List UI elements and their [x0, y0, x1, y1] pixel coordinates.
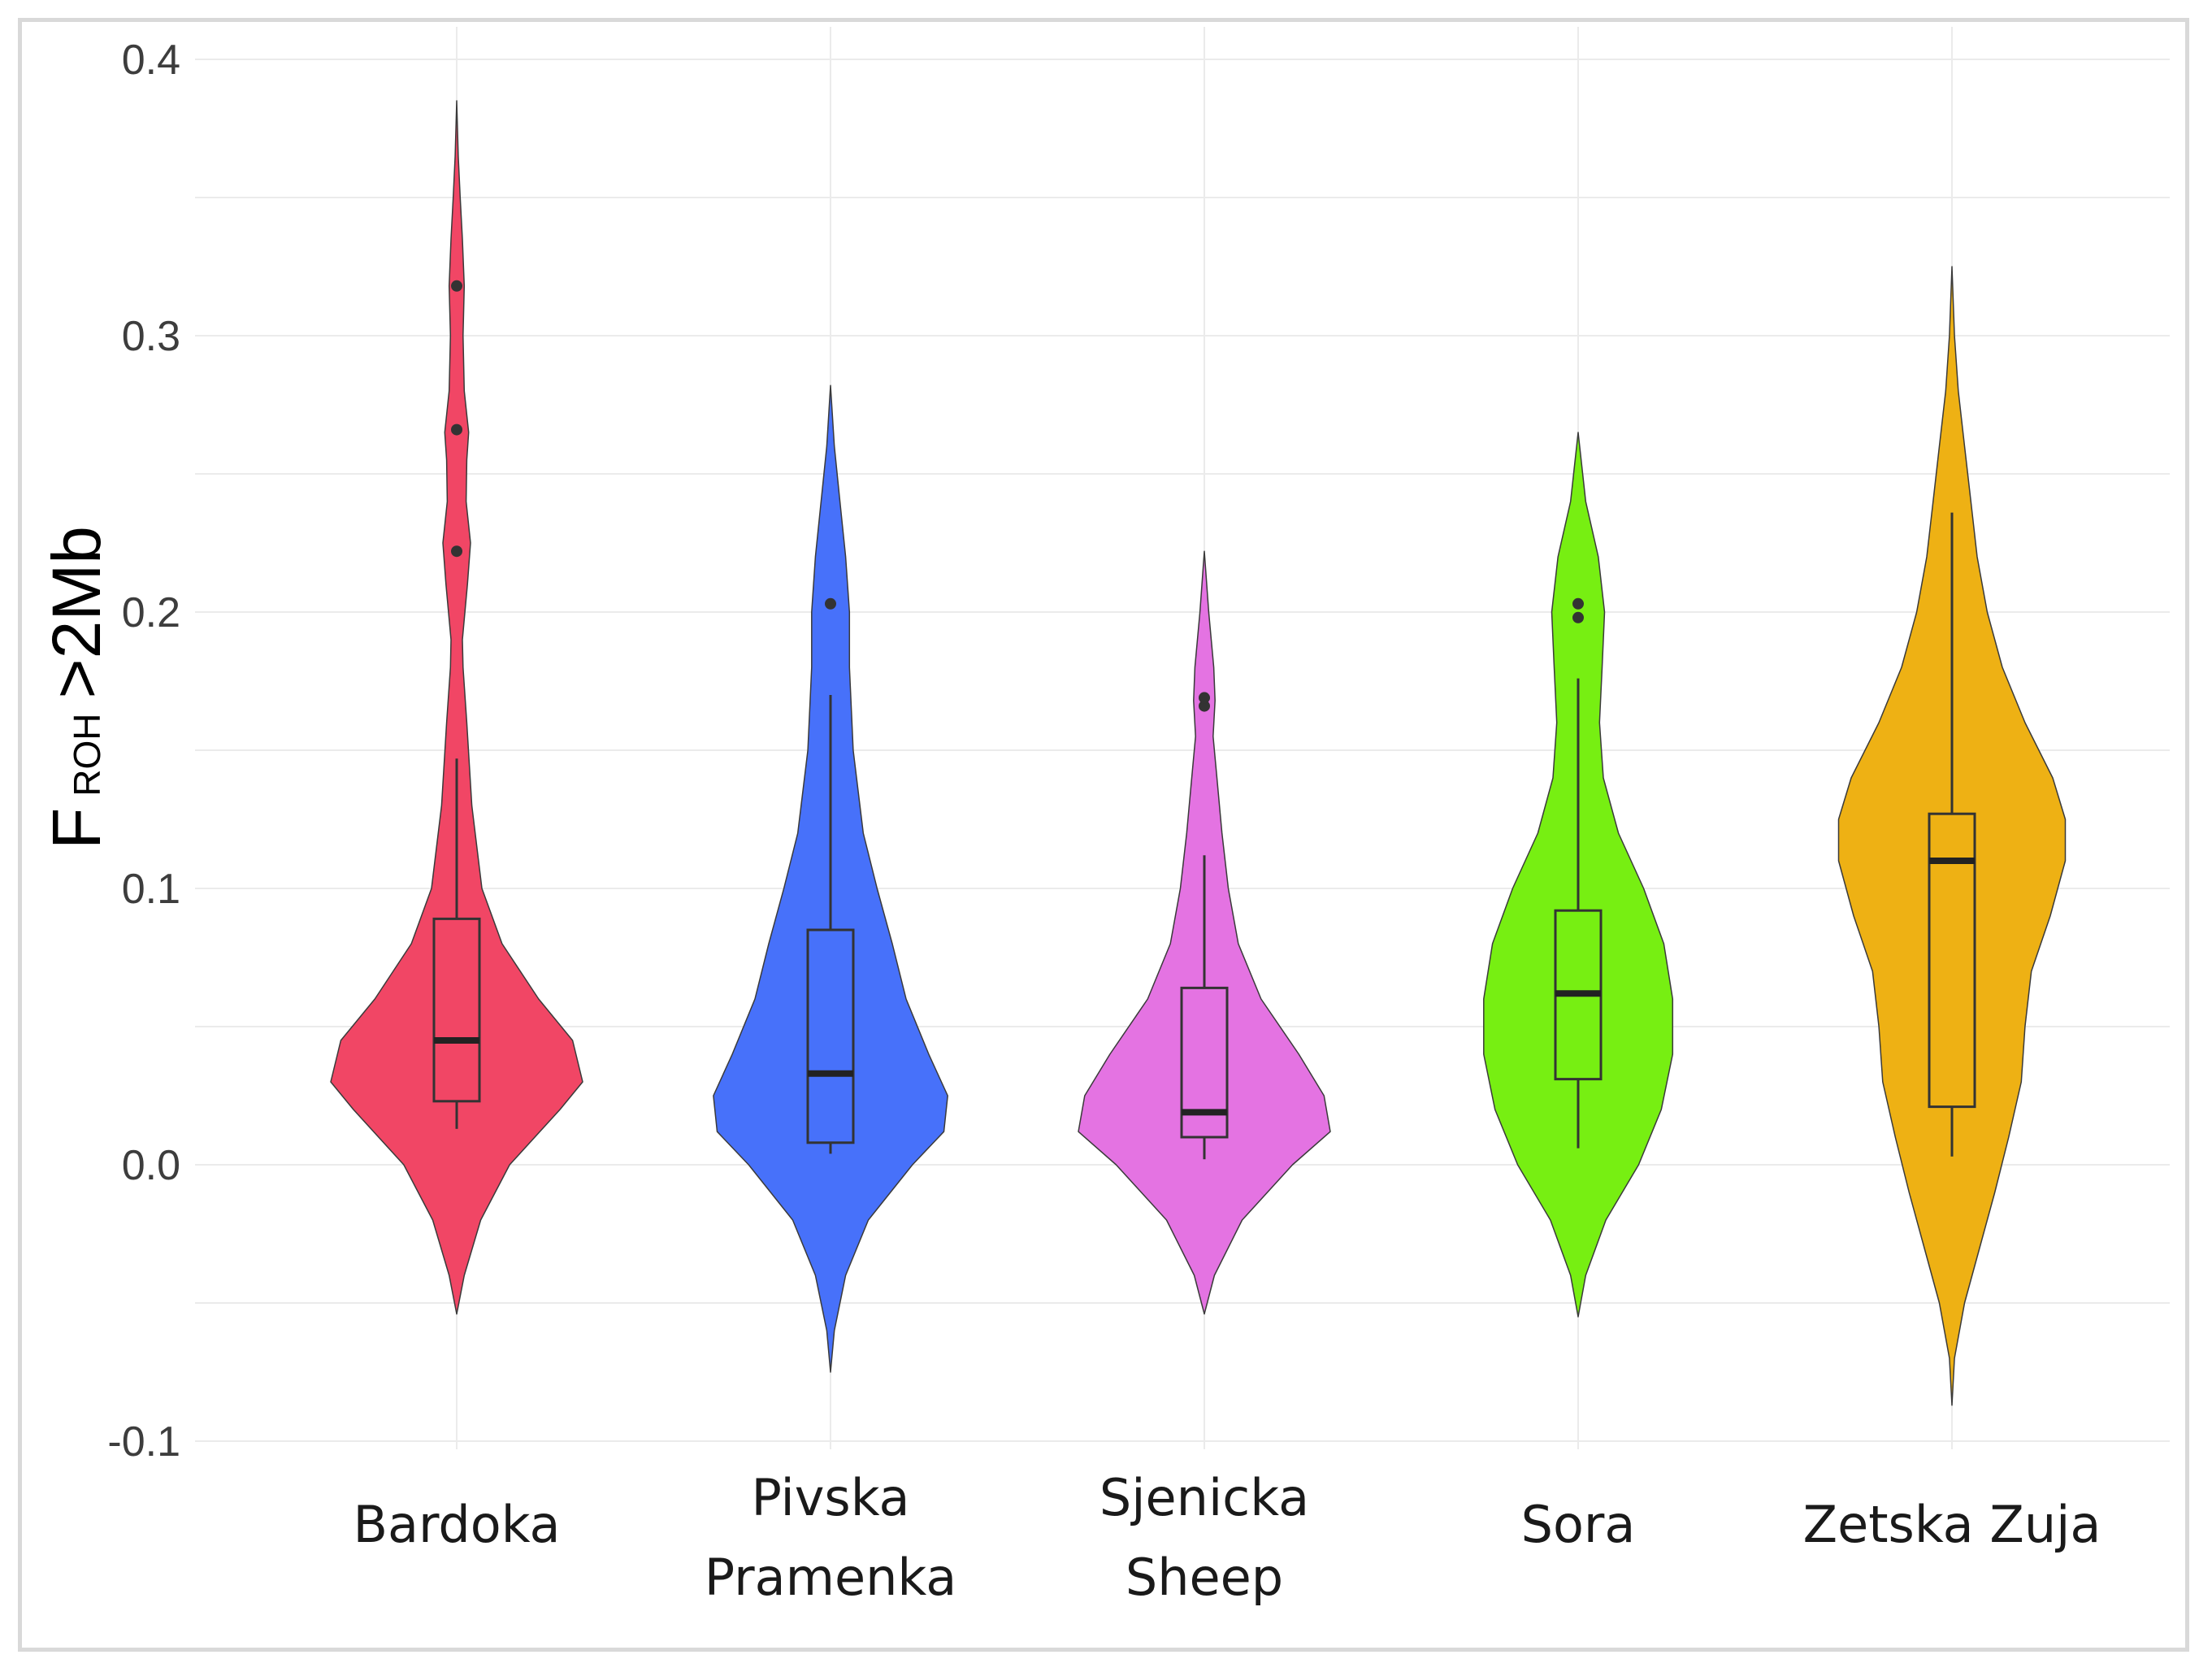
y-tick-label: 0.1: [122, 866, 180, 913]
y-tick-label: 0.0: [122, 1142, 180, 1189]
y-axis: -0.1 0.0 0.1 0.2 0.3 0.4: [107, 37, 180, 1466]
y-tick-label: 0.2: [122, 589, 180, 636]
outlier-point: [1572, 597, 1584, 610]
outlier-point: [451, 280, 462, 292]
violin-group-pivska-pramenka: [713, 384, 948, 1373]
box-iqr: [1928, 812, 1976, 1109]
violins: [330, 100, 2067, 1406]
x-tick-label: Sheep: [1126, 1548, 1283, 1607]
x-tick-label: Bardoka: [353, 1495, 560, 1554]
x-axis: Bardoka Pivska Pramenka Sjenicka Sheep Sora Ze…: [353, 1468, 2101, 1607]
x-tick-label: Pramenka: [705, 1548, 956, 1607]
outlier-point: [1572, 611, 1584, 623]
box-iqr: [432, 917, 481, 1103]
outlier-point: [1199, 700, 1210, 712]
figure-frame: [18, 18, 2189, 1652]
violin-group-sjenicka-sheep: [1078, 550, 1331, 1315]
violin-shape: [1837, 266, 2067, 1406]
outlier-point: [451, 423, 462, 436]
grid-lines: [195, 27, 2170, 1449]
box-iqr: [1180, 986, 1229, 1139]
outlier-point: [825, 597, 836, 610]
outlier-point: [451, 545, 462, 558]
y-axis-title: FROH>2Mb: [38, 526, 115, 849]
x-tick-label: Sjenicka: [1099, 1468, 1309, 1527]
x-tick-label: Zetska Zuja: [1803, 1495, 2101, 1554]
violin-group-sora: [1483, 432, 1674, 1318]
y-tick-label: -0.1: [107, 1418, 180, 1466]
y-tick-label: 0.3: [122, 313, 180, 360]
x-tick-label: Sora: [1521, 1495, 1636, 1554]
violin-group-bardoka: [330, 100, 583, 1315]
violin-shape: [330, 100, 583, 1315]
outlier-point: [1199, 692, 1210, 704]
y-tick-label: 0.4: [122, 37, 180, 84]
x-tick-label: Pivska: [751, 1468, 909, 1527]
box-iqr: [806, 928, 855, 1144]
violin-group-zetska-zuja: [1837, 266, 2067, 1406]
